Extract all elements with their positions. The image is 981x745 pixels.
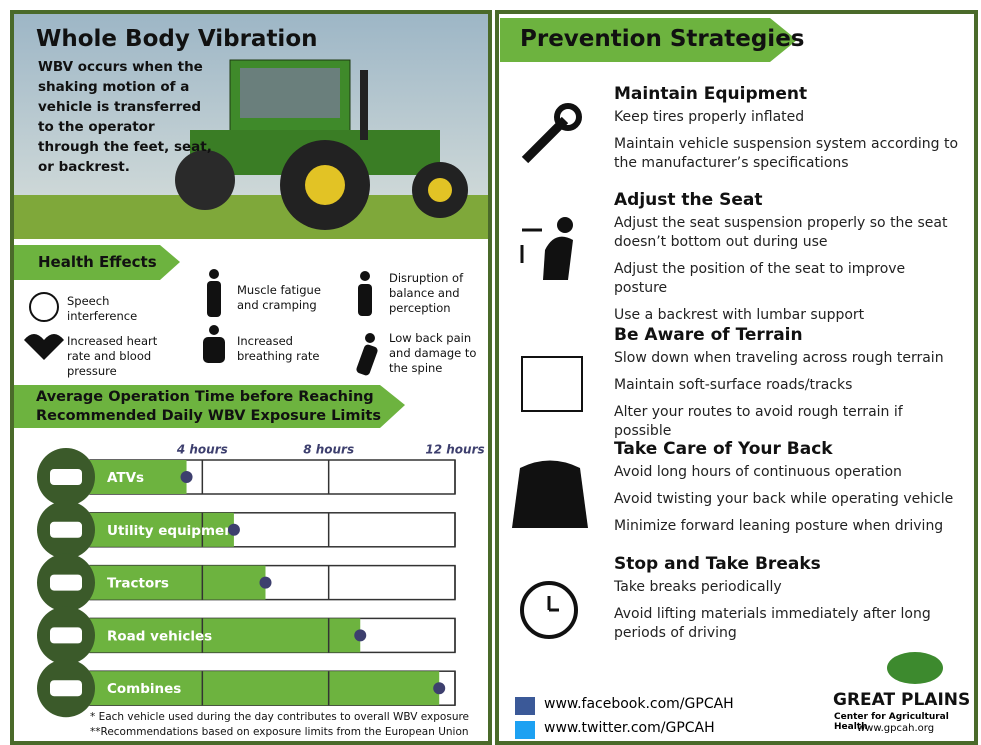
- page: 4 hours 8 hours 12 hours ATVs Utility equipm…: [0, 0, 981, 745]
- title: Whole Body Vibration: [36, 26, 318, 52]
- category-label: Road vehicles: [107, 628, 212, 644]
- category-icon-glyph: [50, 522, 82, 538]
- strategy-section: Adjust the Seat Adjust the seat suspensio…: [614, 190, 959, 333]
- strategy-item: Adjust the position of the seat to impro…: [614, 260, 959, 298]
- intro: WBV occurs when the shaking motion of a …: [38, 57, 216, 177]
- strategy-heading: Stop and Take Breaks: [614, 554, 959, 574]
- category-label: ATVs: [107, 470, 144, 486]
- social-link: www.twitter.com/GPCAH: [544, 720, 715, 736]
- category-label: Tractors: [107, 576, 169, 592]
- category-icon-glyph: [50, 627, 82, 643]
- strategy-item: Minimize forward leaning posture when dr…: [614, 517, 959, 536]
- strategy-heading: Adjust the Seat: [614, 190, 959, 210]
- strategy-item: Take breaks periodically: [614, 578, 959, 597]
- strategy-section: Maintain Equipment Keep tires properly in…: [614, 84, 959, 181]
- strategy-item: Avoid twisting your back while operating…: [614, 490, 959, 509]
- category-icon-glyph: [50, 680, 82, 696]
- bar-end-marker: [228, 524, 240, 536]
- bar-end-marker: [260, 577, 272, 589]
- x-tick-label: 4 hours: [176, 443, 228, 457]
- social-link: www.facebook.com/GPCAH: [544, 696, 734, 712]
- category-icon-glyph: [50, 469, 82, 485]
- x-tick-label: 12 hours: [425, 443, 484, 457]
- strategy-section: Be Aware of Terrain Slow down when travel…: [614, 325, 959, 449]
- health-effect: Muscle fatigue and cramping: [237, 283, 327, 313]
- strategy-item: Slow down when traveling across rough te…: [614, 349, 959, 368]
- strategy-item: Keep tires properly inflated: [614, 108, 959, 127]
- category-label: Utility equipment: [107, 523, 241, 539]
- title: Prevention Strategies: [520, 26, 804, 52]
- health-effect: Disruption of balance and perception: [389, 271, 479, 316]
- strategy-item: Adjust the seat suspension properly so t…: [614, 214, 959, 252]
- strategy-section: Take Care of Your Back Avoid long hours o…: [614, 439, 959, 544]
- bar-end-marker: [354, 629, 366, 641]
- category-icon-glyph: [50, 575, 82, 591]
- health-effect: Increased heart rate and blood pressure: [67, 334, 177, 379]
- section-title: Health Effects: [38, 253, 157, 271]
- strategy-item: Alter your routes to avoid rough terrain…: [614, 403, 959, 441]
- bar-end-marker: [433, 682, 445, 694]
- strategy-item: Avoid long hours of continuous operation: [614, 463, 959, 482]
- health-effect: Low back pain and damage to the spine: [389, 331, 479, 376]
- strategy-section: Stop and Take Breaks Take breaks periodic…: [614, 554, 959, 651]
- strategy-item: Maintain soft-surface roads/tracks: [614, 376, 959, 395]
- health-effect: Increased breathing rate: [237, 334, 327, 364]
- strategy-heading: Be Aware of Terrain: [614, 325, 959, 345]
- strategy-item: Use a backrest with lumbar support: [614, 306, 959, 325]
- strategy-item: Maintain vehicle suspension system accor…: [614, 135, 959, 173]
- strategy-heading: Take Care of Your Back: [614, 439, 959, 459]
- bar-end-marker: [181, 471, 193, 483]
- chart-title: Average Operation Time before Reaching R…: [36, 388, 386, 426]
- strategy-item: Avoid lifting materials immediately afte…: [614, 605, 959, 643]
- footnote: * Each vehicle used during the day contr…: [90, 711, 469, 723]
- logo-url: www.gpcah.org: [857, 723, 934, 734]
- x-tick-label: 8 hours: [303, 443, 354, 457]
- footnote: **Recommendations based on exposure limi…: [90, 726, 469, 738]
- strategy-heading: Maintain Equipment: [614, 84, 959, 104]
- category-label: Combines: [107, 681, 181, 697]
- health-effect: Speech interference: [67, 294, 177, 324]
- logo-name: GREAT PLAINS: [833, 690, 970, 710]
- bar: [76, 566, 266, 600]
